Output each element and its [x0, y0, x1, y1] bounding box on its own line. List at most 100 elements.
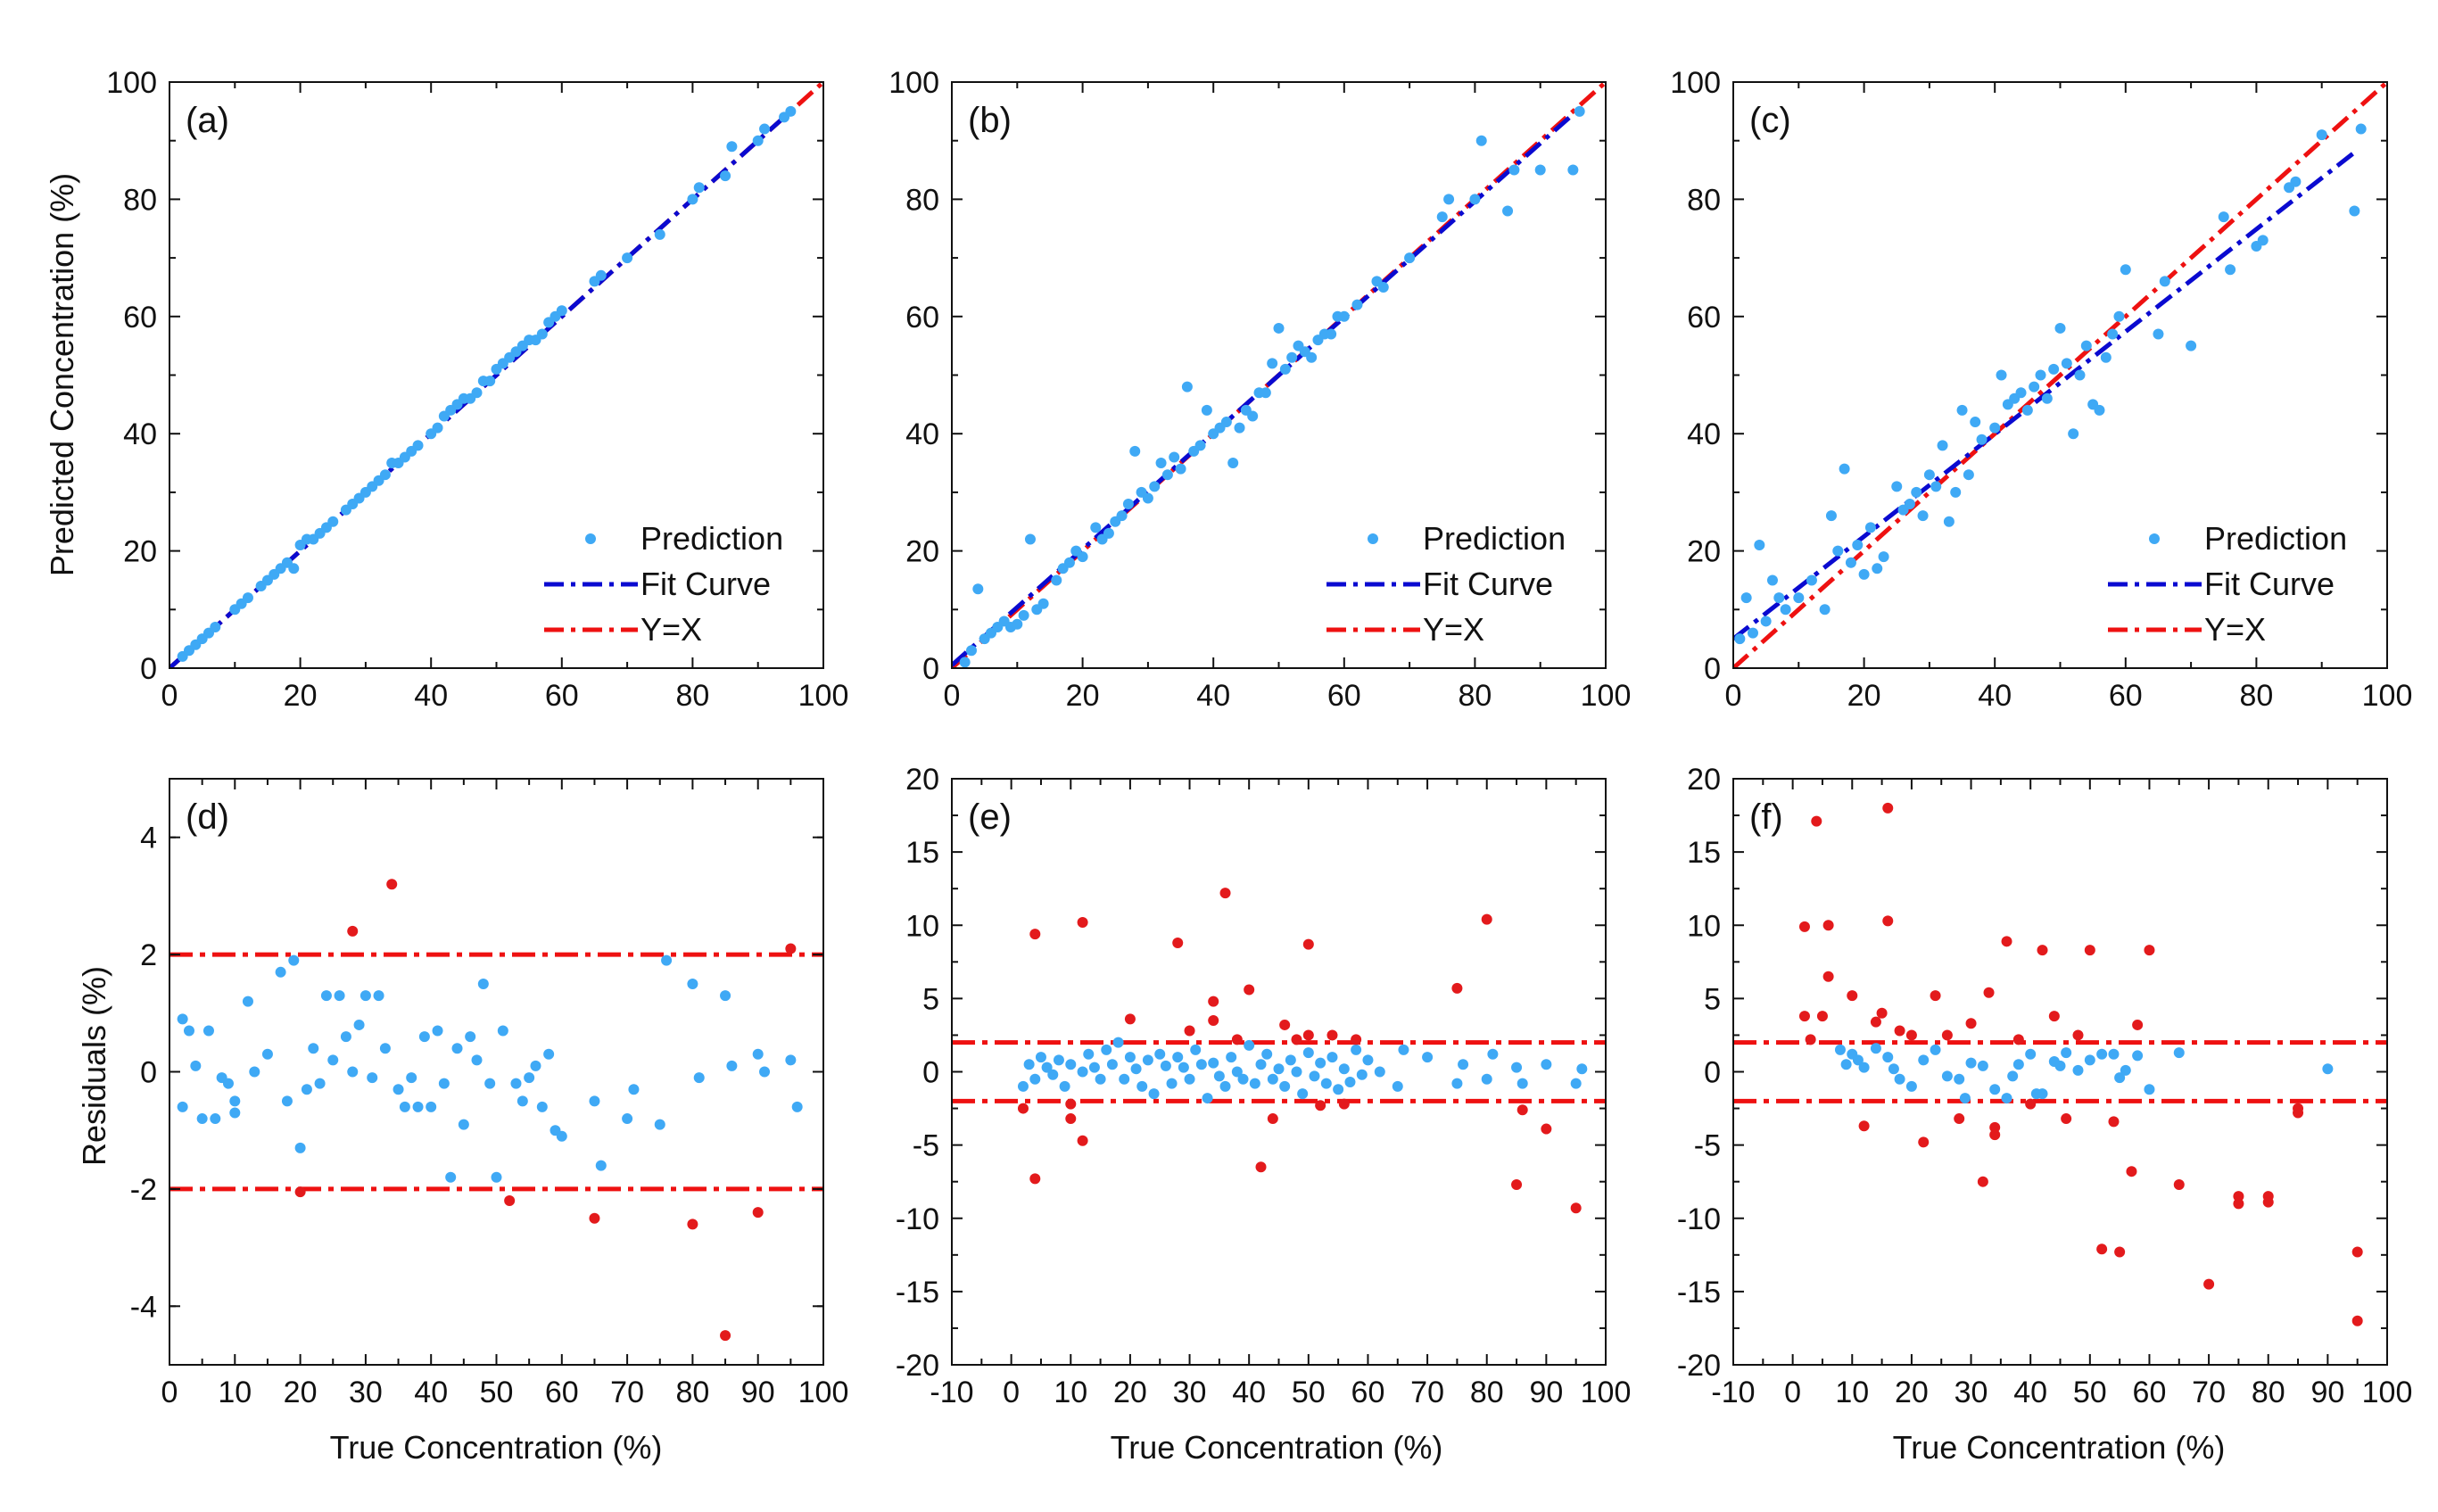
outlier-point	[1847, 990, 1858, 1002]
fit-curve-line	[952, 112, 1575, 667]
outlier-point	[1184, 1025, 1195, 1037]
prediction-point	[1976, 434, 1988, 445]
prediction-point	[1315, 1057, 1326, 1069]
prediction-point	[1255, 1059, 1267, 1070]
prediction-point	[1063, 557, 1075, 568]
prediction-point	[1201, 404, 1212, 416]
prediction-point	[693, 182, 705, 194]
prediction-point	[465, 1031, 476, 1043]
fit-curve-line	[169, 109, 793, 668]
prediction-point	[1481, 1073, 1492, 1085]
prediction-point	[1047, 1069, 1059, 1080]
prediction-point	[2120, 264, 2131, 276]
x-tick-label: 60	[1351, 1376, 1385, 1409]
panel-label: (a)	[186, 101, 229, 140]
outlier-point	[1124, 1013, 1136, 1025]
outlier-point	[1219, 888, 1231, 899]
plot-frame	[1732, 778, 2388, 1366]
prediction-point	[1956, 404, 1968, 416]
prediction-point	[412, 440, 424, 451]
prediction-point	[1059, 1080, 1070, 1092]
prediction-point	[2054, 1060, 2066, 1071]
prediction-point	[965, 645, 977, 657]
prediction-point	[1035, 1052, 1046, 1063]
prediction-point	[1244, 1039, 1255, 1051]
prediction-point	[1508, 164, 1520, 176]
x-tick-label: 70	[2192, 1376, 2226, 1409]
outlier-point	[1077, 916, 1088, 928]
prediction-point	[1326, 1052, 1338, 1063]
prediction-point	[556, 1130, 567, 1142]
prediction-point	[1541, 1059, 1552, 1070]
panel-label: (c)	[1749, 101, 1791, 140]
prediction-point	[1267, 1073, 1278, 1085]
x-tick-label: -10	[930, 1376, 973, 1409]
prediction-point	[1247, 410, 1259, 422]
prediction-point	[353, 1019, 365, 1030]
prediction-point	[1195, 1059, 1207, 1070]
prediction-point	[458, 1119, 469, 1130]
prediction-point	[1344, 1076, 1356, 1087]
prediction-point	[418, 1031, 430, 1043]
prediction-point	[2186, 340, 2197, 351]
outlier-point	[1882, 915, 1894, 927]
y-axis-label-top: Predicted Concentration (%)	[44, 173, 80, 576]
outlier-point	[294, 1186, 306, 1198]
prediction-point	[1917, 510, 1929, 522]
outlier-point	[1065, 1113, 1077, 1125]
prediction-point	[1122, 499, 1134, 510]
outlier-point	[1315, 1100, 1326, 1111]
prediction-point	[1175, 463, 1186, 475]
prediction-point	[1181, 381, 1193, 392]
prediction-point	[1208, 1057, 1219, 1069]
x-tick-label: 90	[1529, 1376, 1563, 1409]
x-tick-label: 100	[2362, 1376, 2413, 1409]
prediction-point	[471, 1054, 483, 1066]
prediction-point	[340, 1031, 351, 1043]
prediction-point	[242, 592, 253, 604]
prediction-point	[1943, 516, 1955, 527]
outlier-point	[752, 1207, 764, 1219]
prediction-point	[1570, 1078, 1582, 1089]
prediction-point	[785, 1054, 797, 1066]
legend-label-identity: Y=X	[640, 611, 702, 648]
outlier-point	[2233, 1191, 2244, 1202]
prediction-point	[327, 1054, 339, 1066]
prediction-point	[1291, 1066, 1302, 1078]
prediction-point	[1297, 1088, 1309, 1100]
prediction-point	[1267, 358, 1278, 369]
outlier-point	[1208, 1015, 1219, 1027]
outlier-point	[1541, 1123, 1552, 1135]
outlier-point	[1172, 937, 1184, 948]
x-tick-label: 70	[1410, 1376, 1444, 1409]
x-tick-label: 80	[675, 679, 709, 713]
prediction-point	[1872, 563, 1883, 574]
outlier-point	[1918, 1136, 1930, 1148]
prediction-point	[1941, 1070, 1953, 1082]
y-tick-label: 100	[106, 66, 157, 100]
legend-label-identity: Y=X	[2204, 611, 2266, 648]
prediction-point	[471, 387, 483, 399]
x-axis-label-c: True Concentration (%)	[1893, 1429, 2226, 1466]
legend-label-fit: Fit Curve	[2204, 566, 2335, 602]
legend-marker-prediction	[585, 533, 596, 544]
prediction-point	[406, 1072, 417, 1084]
prediction-point	[320, 990, 332, 1002]
prediction-point	[1017, 1080, 1029, 1092]
prediction-point	[1309, 1070, 1320, 1082]
prediction-point	[367, 1072, 378, 1084]
outlier-point	[1326, 1029, 1338, 1041]
prediction-point	[2349, 205, 2360, 217]
prediction-point	[2037, 1088, 2048, 1100]
prediction-point	[1950, 486, 1962, 498]
y-tick-label: -20	[896, 1349, 939, 1383]
prediction-point	[1220, 417, 1232, 428]
y-tick-label: 20	[905, 535, 939, 569]
prediction-point	[2007, 1070, 2019, 1082]
prediction-point	[1356, 1069, 1368, 1080]
x-tick-label: 20	[1847, 679, 1881, 713]
prediction-point	[1106, 1059, 1118, 1070]
prediction-point	[1451, 1078, 1463, 1089]
prediction-point	[1116, 510, 1128, 522]
prediction-point	[360, 990, 371, 1002]
